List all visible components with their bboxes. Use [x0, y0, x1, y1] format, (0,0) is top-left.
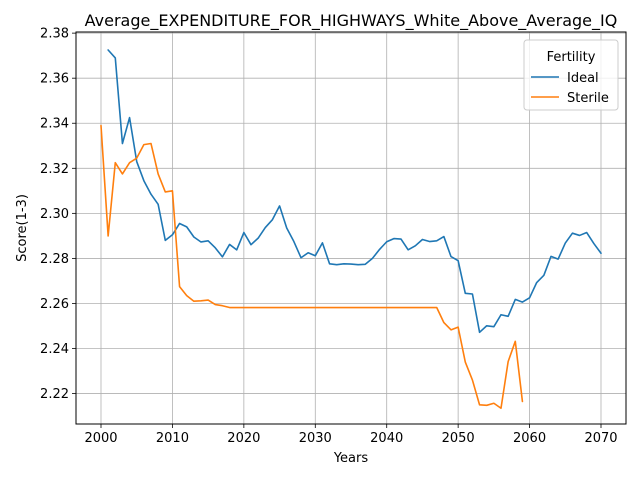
x-tick-label: 2030 [299, 431, 332, 446]
y-tick-label: 2.22 [40, 387, 69, 402]
y-tick-label: 2.30 [40, 207, 69, 222]
axis-ticks: 2000 2010 2020 2030 2040 2050 2060 2070 2.22 2.24… [40, 27, 618, 446]
x-tick-label: 2070 [584, 431, 617, 446]
y-tick-label: 2.32 [40, 162, 69, 177]
y-tick-label: 2.24 [40, 342, 69, 357]
x-tick-label: 2000 [84, 431, 117, 446]
legend-title: Fertility [547, 50, 596, 65]
y-tick-label: 2.28 [40, 252, 69, 267]
x-tick-label: 2060 [513, 431, 546, 446]
series-lines [100, 49, 602, 410]
x-tick-label: 2010 [156, 431, 189, 446]
series-line-ideal [107, 49, 602, 334]
y-tick-label: 2.26 [40, 297, 69, 312]
x-axis-label: Years [333, 451, 369, 466]
x-tick-label: 2050 [442, 431, 475, 446]
series-line-sterile [100, 124, 524, 410]
y-tick-label: 2.38 [40, 27, 69, 42]
legend-label-ideal: Ideal [567, 71, 599, 86]
legend-label-sterile: Sterile [567, 91, 609, 106]
y-axis-label: Score(1-3) [15, 194, 30, 262]
y-tick-label: 2.36 [40, 72, 69, 87]
plot-frame [75, 31, 627, 425]
x-tick-label: 2040 [370, 431, 403, 446]
x-tick-label: 2020 [227, 431, 260, 446]
legend-box [523, 39, 619, 111]
chart-title: Average_EXPENDITURE_FOR_HIGHWAYS_White_A… [85, 11, 618, 31]
y-tick-label: 2.34 [40, 117, 69, 132]
legend: Fertility Ideal Sterile [523, 39, 619, 111]
